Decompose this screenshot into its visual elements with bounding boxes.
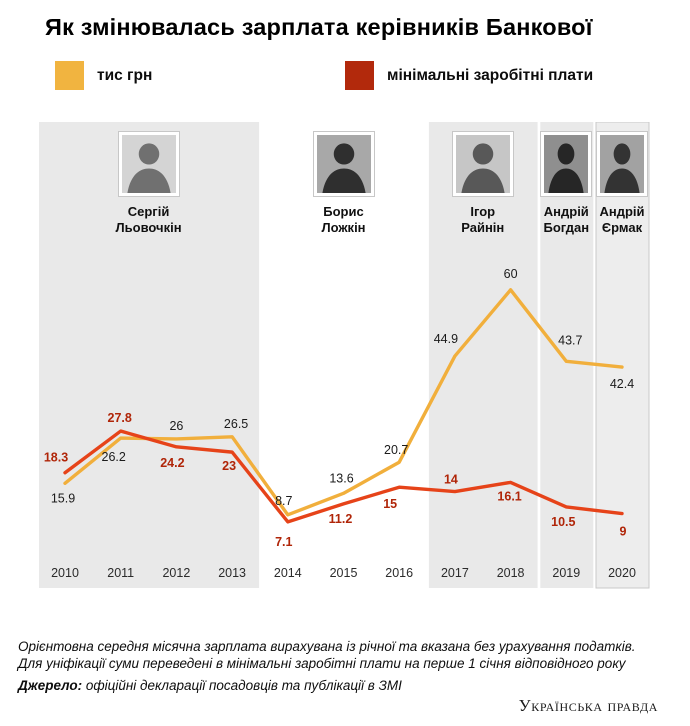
legend-swatch-red (345, 61, 374, 90)
data-label: 26.2 (102, 450, 126, 464)
data-label: 20.7 (384, 443, 408, 457)
legend-swatch-yellow (55, 61, 84, 90)
person-name: Борис Ложкін (292, 204, 396, 236)
person-name-line: Борис (323, 204, 364, 219)
person-name-line: Льовочкін (115, 220, 182, 235)
chart-canvas: 2010 2011 2012 2013 2014 2015 2016 2017 2018 2019… (39, 122, 650, 589)
period-band (39, 122, 260, 588)
data-label: 15.9 (51, 491, 75, 505)
data-label: 27.8 (108, 411, 132, 425)
period-band (428, 122, 538, 588)
person-name: Андрій Єрмак (570, 204, 674, 236)
x-axis-label: 2015 (330, 566, 358, 580)
legend-label-salary: тис грн (97, 66, 153, 84)
source-note: Джерело: офіційні декларації посадовців … (18, 678, 402, 693)
footnote: Орієнтовна середня місячна зарплата вира… (18, 638, 678, 672)
legend-label-minwage: мінімальні заробітні плати (387, 66, 594, 84)
person-name-line: Андрій (543, 204, 589, 219)
person-name: Сергій Льовочкін (97, 204, 201, 236)
person-5: Андрій Єрмак (570, 131, 674, 236)
footnote-line-1: Орієнтовна середня місячна зарплата вира… (18, 639, 636, 654)
x-axis-label: 2016 (385, 566, 413, 580)
data-label: 15 (383, 497, 397, 511)
data-label: 26 (169, 419, 183, 433)
legend-item-salary: тис грн (55, 61, 152, 90)
portrait-photo (117, 131, 180, 197)
data-label: 42.4 (610, 377, 634, 391)
data-label: 60 (504, 267, 518, 281)
data-label: 7.1 (275, 535, 292, 549)
data-label: 43.7 (558, 333, 582, 347)
x-axis-label: 2020 (608, 566, 636, 580)
x-axis-label: 2018 (497, 566, 525, 580)
data-label: 9 (620, 525, 627, 539)
portrait-photo (540, 131, 593, 197)
legend-item-minwage: мінімальні заробітні плати (345, 61, 593, 90)
x-axis-label: 2019 (552, 566, 580, 580)
data-label: 10.5 (551, 515, 575, 529)
x-axis-label: 2013 (218, 566, 246, 580)
data-label: 16.1 (497, 489, 521, 503)
data-label: 23 (222, 459, 236, 473)
data-label: 44.9 (434, 332, 458, 346)
person-name-line: Андрій (599, 204, 645, 219)
person-silhouette-icon (316, 135, 371, 193)
x-axis-label: 2011 (107, 566, 134, 580)
data-label: 26.5 (224, 417, 248, 431)
person-name-line: Єрмак (601, 220, 643, 235)
footnote-line-2: Для уніфікації суми переведені в мінімал… (18, 656, 626, 671)
person-4: Андрій Богдан (514, 131, 618, 236)
x-axis-label: 2010 (51, 566, 79, 580)
portrait-photo (451, 131, 514, 197)
person-silhouette-icon (544, 135, 589, 193)
person-name-line: Ложкін (321, 220, 366, 235)
person-silhouette-icon (600, 135, 644, 193)
data-label: 13.6 (329, 471, 353, 485)
series-line-salary (63, 288, 624, 517)
source-text: офіційні декларації посадовців та публік… (82, 678, 402, 693)
portrait-photo (312, 131, 375, 197)
data-label: 11.2 (329, 512, 353, 526)
person-2: Борис Ложкін (292, 131, 396, 236)
person-3: Ігор Райнін (431, 131, 535, 236)
data-label: 14 (444, 473, 458, 487)
person-1: Сергій Льовочкін (97, 131, 201, 236)
person-name-line: Райнін (461, 220, 505, 235)
person-name: Андрій Богдан (514, 204, 618, 236)
person-silhouette-icon (121, 135, 176, 193)
x-axis-label: 2017 (441, 566, 469, 580)
person-name-line: Сергій (127, 204, 170, 219)
data-label: 18.3 (44, 451, 68, 465)
line-chart: 2010 2011 2012 2013 2014 2015 2016 2017 2018 2019… (0, 122, 690, 592)
x-axis-label: 2014 (274, 566, 302, 580)
x-axis-label: 2012 (162, 566, 190, 580)
person-name-line: Ігор (470, 204, 496, 219)
data-label: 24.2 (160, 456, 184, 470)
data-label: 8.7 (275, 494, 292, 508)
ukrainska-pravda-logo: Українська правда (518, 696, 658, 715)
person-name: Ігор Райнін (431, 204, 535, 236)
person-silhouette-icon (455, 135, 510, 193)
series-line-minwage (63, 429, 624, 524)
chart-title: Як змінювалась зарплата керівників Банко… (45, 14, 593, 40)
portrait-photo (596, 131, 648, 197)
person-name-line: Богдан (543, 220, 590, 235)
source-label: Джерело: (18, 678, 83, 693)
